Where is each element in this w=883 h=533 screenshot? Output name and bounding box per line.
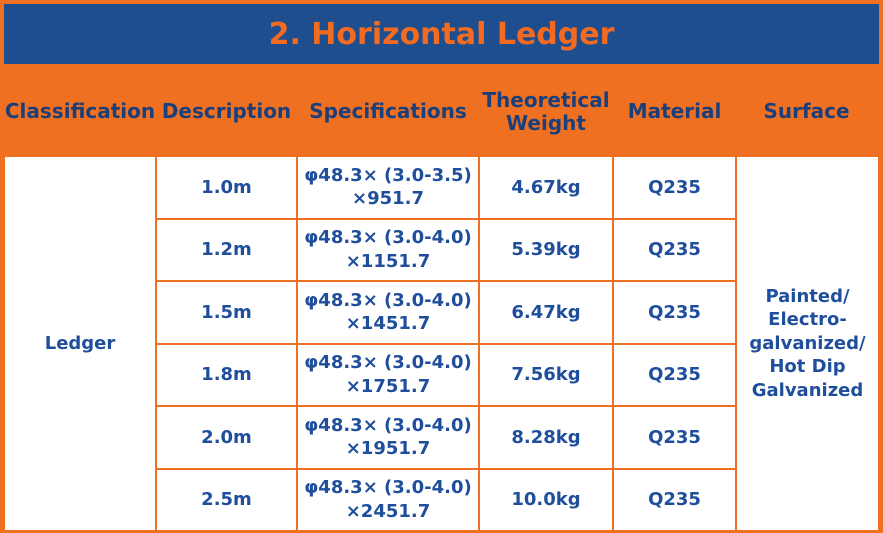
column-header-text: Specifications [309, 99, 467, 123]
material-cell: Q235 [614, 219, 735, 280]
material-cell-text: Q235 [648, 176, 701, 198]
spec-cell-text: φ48.3× (3.0-4.0) [304, 352, 472, 374]
spec-cell: φ48.3× (3.0-4.0) ×1451.7 [298, 282, 478, 343]
surface-cell-text: Painted/ Electro-galvanized/ Hot Dip Gal… [749, 286, 866, 401]
spec-cell-text: ×951.7 [351, 188, 425, 210]
weight-cell: 4.67kg [480, 157, 612, 218]
weight-cell-text: 7.56kg [511, 364, 581, 386]
column-header: Description [157, 68, 296, 155]
material-cell-text: Q235 [648, 301, 701, 323]
weight-cell: 10.0kg [480, 469, 612, 530]
column-header-text: Description [161, 99, 292, 123]
column-header-text: Material [627, 99, 722, 123]
description-cell-text: 1.0m [201, 176, 252, 198]
weight-cell-text: 4.67kg [511, 176, 581, 198]
spec-cell-text: ×1151.7 [345, 250, 431, 272]
weight-cell-text: 5.39kg [511, 239, 581, 261]
weight-cell: 5.39kg [480, 219, 612, 280]
spec-cell-text: ×1951.7 [345, 438, 431, 460]
spec-cell-text: φ48.3× (3.0-4.0) [304, 289, 472, 311]
column-header: Material [614, 68, 735, 155]
title-bar: 2. Horizontal Ledger [4, 4, 879, 64]
spec-cell-text: φ48.3× (3.0-4.0) [304, 414, 472, 436]
material-cell: Q235 [614, 407, 735, 468]
column-header-text: Theoretical Weight [482, 87, 610, 135]
description-cell: 2.5m [157, 469, 296, 530]
spec-cell-text: ×1751.7 [345, 375, 431, 397]
column-header-text: Surface [763, 99, 850, 123]
description-cell: 1.0m [157, 157, 296, 218]
description-cell-text: 2.0m [201, 426, 252, 448]
spec-cell: φ48.3× (3.0-3.5) ×951.7 [298, 157, 478, 218]
column-header: Theoretical Weight [480, 68, 612, 155]
material-cell-text: Q235 [648, 239, 701, 261]
description-cell-text: 1.2m [201, 239, 252, 261]
title-bar-text: 2. Horizontal Ledger [268, 16, 615, 52]
column-header: Specifications [298, 68, 478, 155]
weight-cell-text: 6.47kg [511, 301, 581, 323]
classification-cell: Ledger [5, 157, 155, 530]
spec-cell: φ48.3× (3.0-4.0) ×2451.7 [298, 469, 478, 530]
classification-cell-text: Ledger [44, 332, 116, 354]
material-cell: Q235 [614, 469, 735, 530]
spec-cell: φ48.3× (3.0-4.0) ×1951.7 [298, 407, 478, 468]
description-cell-text: 2.5m [201, 489, 252, 511]
spec-cell-text: φ48.3× (3.0-4.0) [304, 477, 472, 499]
weight-cell-text: 8.28kg [511, 426, 581, 448]
weight-cell: 6.47kg [480, 282, 612, 343]
spec-cell: φ48.3× (3.0-4.0) ×1751.7 [298, 344, 478, 405]
material-cell-text: Q235 [648, 364, 701, 386]
material-cell-text: Q235 [648, 426, 701, 448]
description-cell: 2.0m [157, 407, 296, 468]
spec-cell-text: φ48.3× (3.0-4.0) [304, 227, 472, 249]
spec-cell-text: φ48.3× (3.0-3.5) [304, 164, 472, 186]
spec-cell-text: ×1451.7 [345, 313, 431, 335]
material-cell: Q235 [614, 157, 735, 218]
description-cell: 1.2m [157, 219, 296, 280]
description-cell: 1.8m [157, 344, 296, 405]
weight-cell: 8.28kg [480, 407, 612, 468]
material-cell-text: Q235 [648, 489, 701, 511]
weight-cell-text: 10.0kg [511, 489, 581, 511]
spec-cell: φ48.3× (3.0-4.0) ×1151.7 [298, 219, 478, 280]
weight-cell: 7.56kg [480, 344, 612, 405]
spec-cell-text: ×2451.7 [345, 500, 431, 522]
material-cell: Q235 [614, 282, 735, 343]
description-cell-text: 1.8m [201, 364, 252, 386]
description-cell: 1.5m [157, 282, 296, 343]
column-header: Classification [5, 68, 155, 155]
description-cell-text: 1.5m [201, 301, 252, 323]
surface-cell: Painted/ Electro-galvanized/ Hot Dip Gal… [737, 157, 878, 530]
material-cell: Q235 [614, 344, 735, 405]
column-header: Surface [737, 68, 876, 155]
column-header-text: Classification [4, 99, 156, 123]
